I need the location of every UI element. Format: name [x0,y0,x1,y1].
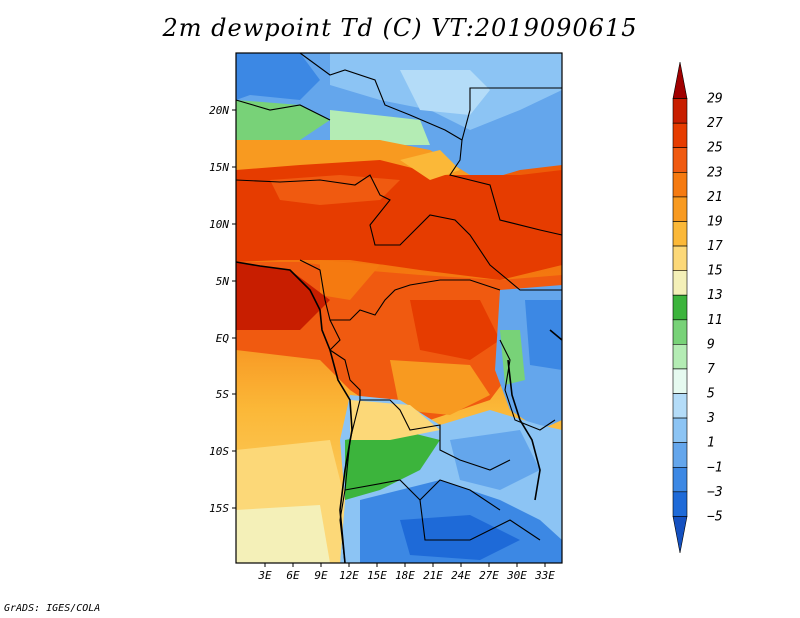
lon-label: 3E [257,569,272,582]
lon-label: 27E [479,569,499,582]
colorbar-label: 3 [706,411,715,426]
colorbar-swatch [672,172,688,198]
colorbar-label: 17 [707,239,723,254]
lon-label: 9E [314,569,328,582]
colorbar-label: 29 [707,92,723,107]
lon-label: 18E [395,569,415,582]
colorbar-swatch [672,270,688,296]
colorbar-swatch [672,122,688,149]
lon-label: 30E [506,569,527,582]
colorbar-swatch [672,393,688,419]
colorbar-swatch [672,417,688,443]
colorbar-label: 7 [707,362,715,377]
colorbar-label: 13 [707,288,723,303]
colorbar-label: −1 [707,460,723,475]
colorbar-label: 23 [707,165,723,180]
map-field [236,53,562,563]
lat-label: 5S [216,388,230,401]
colorbar-swatch [672,245,688,271]
colorbar-swatch [672,368,688,394]
colorbar-label: 21 [707,190,723,205]
longitude-labels: 3E 6E 9E 12E 15E 18E 21E 24E 27E 30E 33E [257,569,555,582]
plot-frame [235,52,563,564]
lat-label: 5N [216,275,230,288]
coastlines [235,261,563,564]
colorbar-label: 15 [707,264,723,279]
colorbar-label: 11 [707,313,723,328]
lat-label: 15N [209,161,229,174]
grads-credit: GrADS: IGES/COLA [4,603,101,614]
colorbar-label: 1 [707,436,715,451]
latitude-labels: 20N 15N 10N 5N EQ 5S 10S 15S [209,104,229,515]
colorbar-label: 27 [707,116,723,131]
colorbar-swatch [672,98,688,124]
colorbar-swatch [672,221,688,247]
lat-label: 10N [209,218,229,231]
lon-label: 24E [451,569,471,582]
map-title: 2m dewpoint Td (C) VT:2019090615 [162,14,638,42]
colorbar: 29 27 25 23 21 19 17 15 13 11 9 7 5 3 1 −1 −3 −5 [672,61,723,554]
lat-label: EQ [216,332,230,345]
lon-label: 33E [534,569,555,582]
colorbar-label: 5 [707,387,715,402]
colorbar-label: 25 [707,141,723,156]
colorbar-label: 9 [707,337,715,352]
lat-label: 20N [209,104,229,117]
colorbar-label: 19 [707,214,723,229]
colorbar-label: −5 [707,509,723,524]
colorbar-swatch [672,442,688,468]
lon-label: 15E [367,569,387,582]
colorbar-swatch [672,491,688,517]
colorbar-label: −3 [707,485,723,500]
colorbar-swatch [672,61,688,99]
colorbar-swatch [672,466,688,493]
colorbar-swatch [672,147,688,173]
colorbar-swatch [672,516,688,554]
colorbar-swatch [672,294,688,321]
colorbar-swatch [672,196,688,222]
lon-label: 6E [286,569,300,582]
lon-label: 12E [339,569,359,582]
axis-ticks [232,109,546,567]
colorbar-swatch [672,319,688,345]
lat-label: 15S [209,502,229,515]
lat-label: 10S [209,445,229,458]
colorbar-swatch [672,344,688,370]
lon-label: 21E [423,569,443,582]
